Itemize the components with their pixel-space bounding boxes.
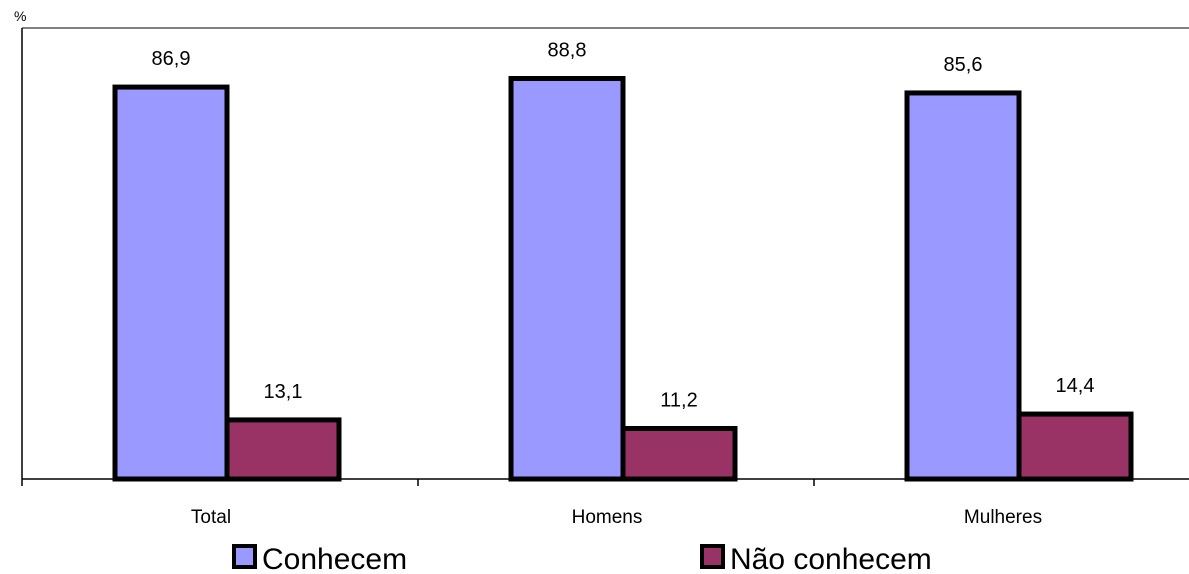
legend-label-n-o-conhecem: Não conhecem [730,543,932,574]
bar-conhecem-total [112,84,230,482]
data-label-conhecem-mulheres: 85,6 [944,54,983,76]
bar-n-o-conhecem-total [224,417,342,482]
legend-swatch-n-o-conhecem [700,544,725,569]
y-axis-unit-label: % [14,8,26,24]
bar-conhecem-mulheres [904,90,1022,482]
data-label-n-o-conhecem-total: 13,1 [264,381,303,403]
data-label-n-o-conhecem-mulheres: 14,4 [1056,375,1095,397]
legend-label-conhecem: Conhecem [262,543,407,574]
data-label-conhecem-total: 86,9 [152,48,191,70]
x-tick-label-mulheres: Mulheres [964,507,1042,528]
data-label-conhecem-homens: 88,8 [548,40,587,62]
bar-n-o-conhecem-mulheres [1016,411,1134,482]
x-tick-label-homens: Homens [572,507,643,528]
legend-swatch-conhecem [232,544,257,569]
x-tick-label-total: Total [191,507,231,528]
bar-n-o-conhecem-homens [620,425,738,482]
bar-conhecem-homens [508,76,626,482]
data-label-n-o-conhecem-homens: 11,2 [660,389,697,411]
